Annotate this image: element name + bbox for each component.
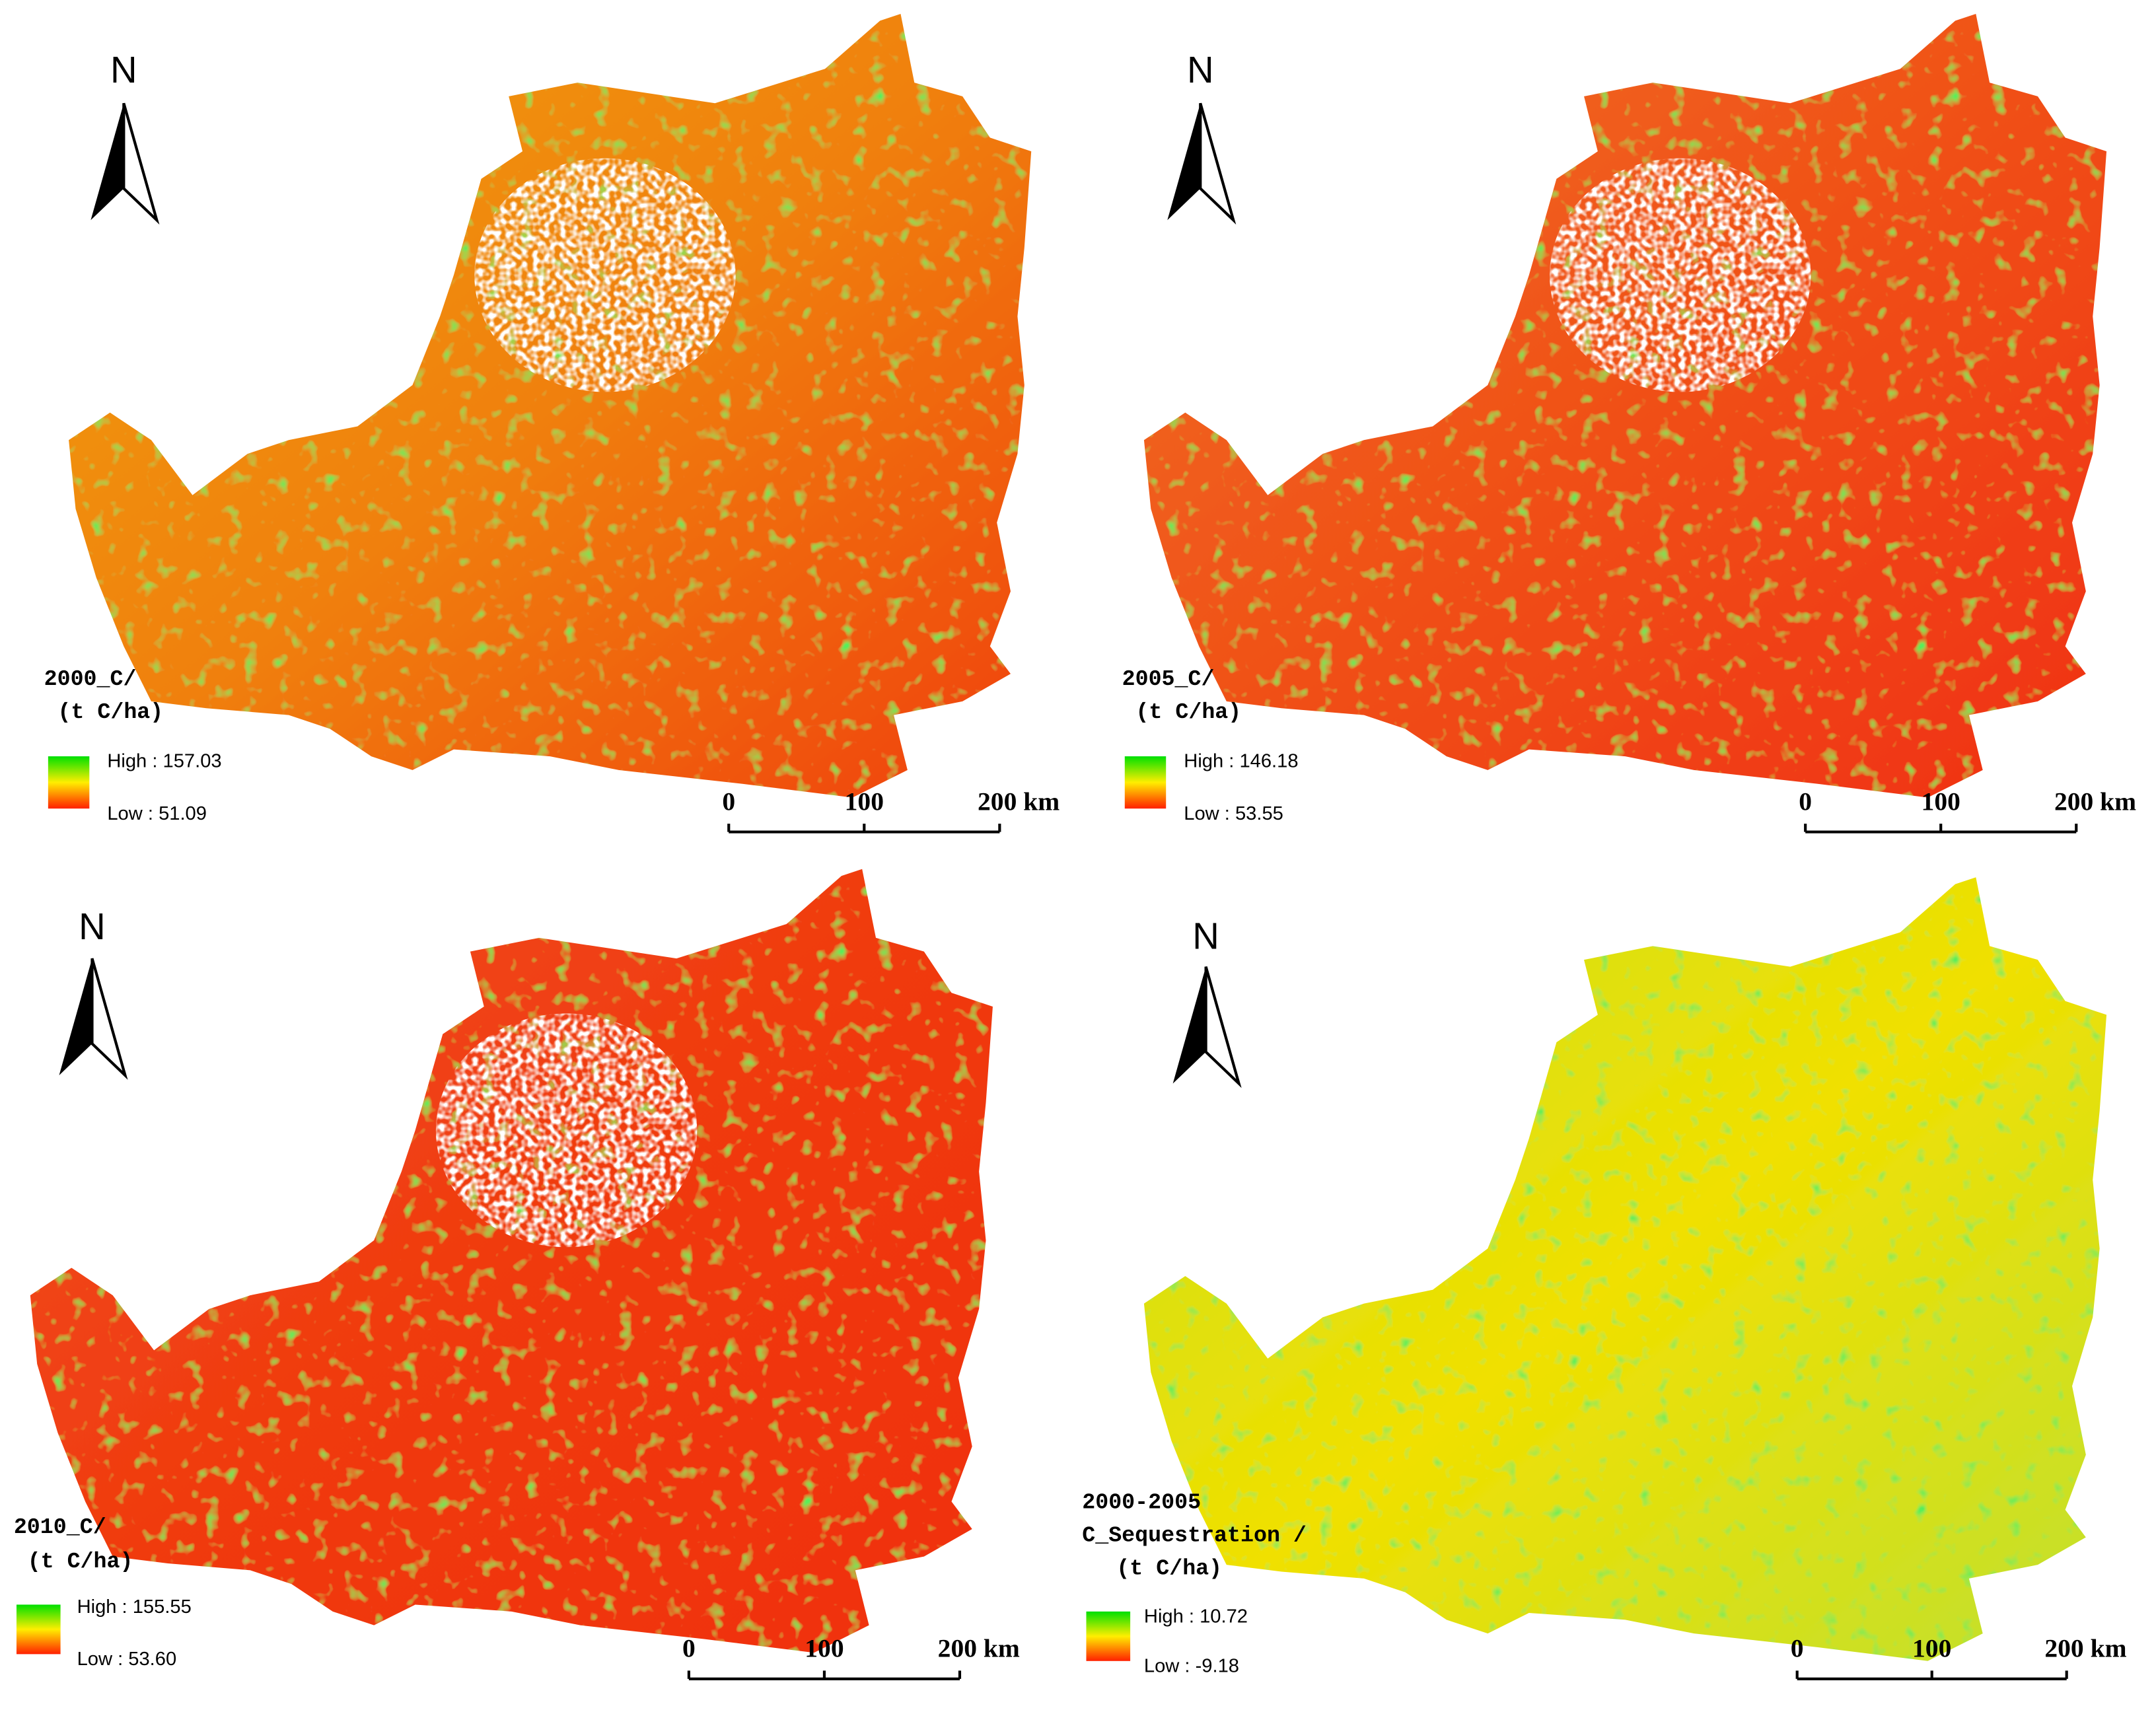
north-arrow-left (1167, 103, 1201, 221)
north-arrow-right (122, 102, 160, 225)
legend-ramp (1124, 756, 1167, 809)
north-arrow-left (59, 958, 92, 1076)
north-arrow-right (1199, 102, 1237, 225)
scale-label: 100 (1912, 1634, 1951, 1663)
scale-label: 100 (845, 787, 884, 816)
scale-label: 0 (1791, 1634, 1804, 1663)
map-fill (1143, 14, 2107, 798)
north-arrow-right (90, 958, 128, 1080)
legend-high: High : 157.03 (107, 751, 221, 772)
legend-title: (t C/ha) (57, 699, 163, 725)
legend-high: High : 146.18 (1184, 751, 1298, 772)
legend-low: Low : 51.09 (107, 803, 207, 824)
legend-title: 2000_C/ (44, 666, 137, 692)
map-area (1143, 14, 2107, 798)
legend-low: Low : -9.18 (1144, 1655, 1239, 1676)
north-label: N (79, 906, 106, 947)
scale-label: 0 (722, 787, 735, 816)
legend-ramp (16, 1604, 61, 1655)
legend-high: High : 10.72 (1144, 1606, 1248, 1627)
map-panel: N 2000_C/ (t C/ha) High : 157.03 Low : 51.09… (44, 14, 1060, 834)
scale-label: 100 (805, 1634, 844, 1663)
sparse-region (1550, 158, 1811, 392)
legend-title: (t C/ha) (1116, 1556, 1222, 1581)
north-label: N (110, 49, 137, 90)
legend-title: (t C/ha) (1135, 699, 1241, 725)
legend-low: Low : 53.55 (1184, 803, 1283, 824)
map-panel: N 2005_C/ (t C/ha) High : 146.18 Low : 53.55… (1122, 14, 2136, 834)
north-label: N (1192, 915, 1219, 957)
legend-title: 2005_C/ (1122, 666, 1215, 692)
north-label: N (1187, 49, 1214, 90)
map-fill (69, 14, 1032, 798)
scale-label: 200 km (978, 787, 1060, 816)
map-fill (30, 869, 993, 1653)
legend-title: (t C/ha) (28, 1549, 133, 1574)
scale-label: 100 (1922, 787, 1960, 816)
legend-ramp (1086, 1611, 1131, 1661)
map-panel: N 2010_C/ (t C/ha) High : 155.55 Low : 53.60… (14, 869, 1020, 1680)
legend-high: High : 155.55 (77, 1596, 192, 1618)
legend-title: C_Sequestration / (1082, 1523, 1307, 1548)
legend-low: Low : 53.60 (77, 1649, 177, 1670)
legend-title: 2000-2005 (1082, 1490, 1201, 1515)
legend-title: 2010_C/ (14, 1515, 106, 1540)
north-arrow-right (1204, 966, 1242, 1088)
scale-label: 200 km (2054, 787, 2136, 816)
scale-label: 0 (1799, 787, 1812, 816)
scale-label: 0 (682, 1634, 696, 1663)
scale-label: 200 km (938, 1634, 1020, 1663)
north-arrow-left (1172, 966, 1206, 1084)
map-area (30, 869, 993, 1653)
sparse-region (474, 158, 736, 392)
scale-label: 200 km (2044, 1634, 2126, 1663)
map-panel: N 2000-2005 C_Sequestration / (t C/ha) High … (1082, 877, 2127, 1680)
north-arrow-left (90, 103, 124, 221)
legend-ramp (48, 756, 90, 809)
map-area (69, 14, 1032, 798)
sparse-region (435, 1013, 698, 1248)
